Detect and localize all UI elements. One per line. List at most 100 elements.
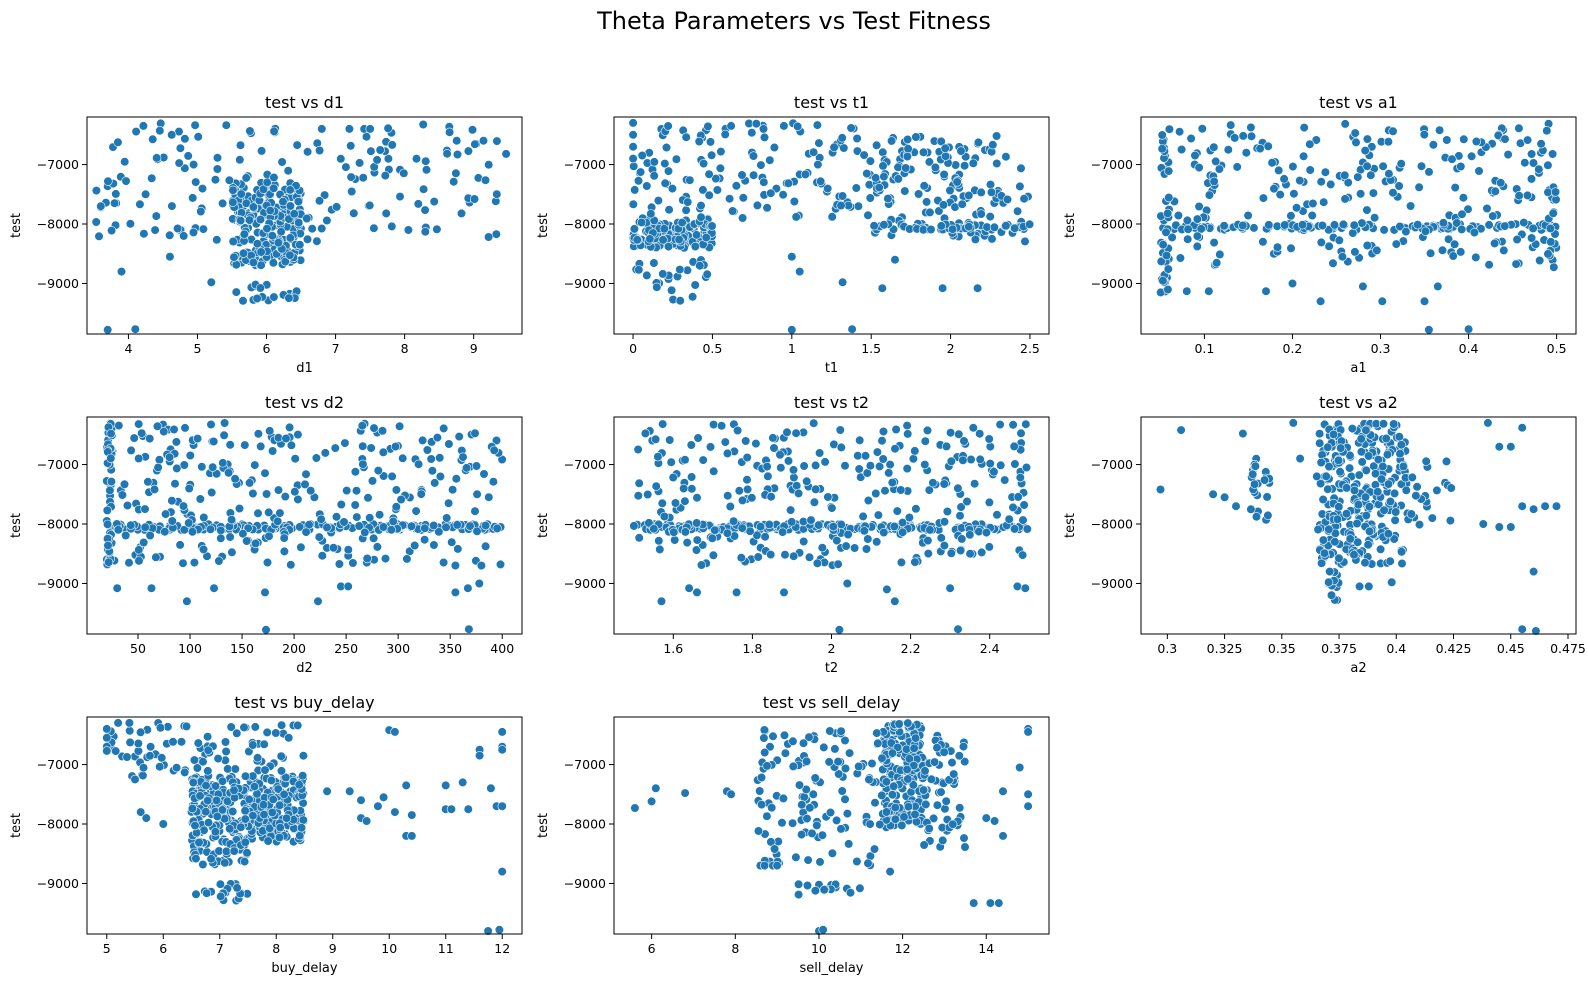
- y-tick-label: −8000: [564, 817, 606, 832]
- data-point: [842, 578, 852, 589]
- data-point: [840, 735, 850, 746]
- data-point: [1307, 210, 1317, 221]
- data-point: [827, 848, 838, 858]
- data-point: [1376, 474, 1387, 484]
- data-point: [390, 727, 400, 737]
- data-point: [873, 738, 883, 748]
- data-point: [188, 193, 198, 203]
- data-point: [709, 466, 719, 476]
- data-point: [1246, 504, 1256, 514]
- data-point: [467, 125, 478, 135]
- data-point: [881, 807, 892, 817]
- data-point: [378, 522, 389, 532]
- data-point: [411, 154, 422, 164]
- data-point: [435, 453, 445, 463]
- data-point: [119, 479, 130, 489]
- data-point: [921, 799, 931, 810]
- data-point: [269, 126, 279, 136]
- data-point: [856, 472, 866, 482]
- data-point: [1262, 492, 1272, 502]
- data-point: [1535, 255, 1545, 266]
- data-point: [1279, 174, 1289, 184]
- data-point: [220, 737, 231, 747]
- data-point: [1528, 223, 1538, 233]
- data-point: [1194, 163, 1204, 173]
- data-point: [663, 242, 674, 252]
- data-point: [160, 527, 170, 537]
- data-point: [902, 764, 912, 775]
- data-point: [692, 493, 702, 503]
- data-point: [696, 212, 706, 222]
- data-point: [640, 428, 651, 439]
- data-point: [802, 813, 812, 824]
- data-point: [722, 528, 733, 538]
- data-point: [429, 520, 439, 531]
- data-point: [909, 743, 919, 753]
- data-point: [1540, 501, 1550, 511]
- data-point: [936, 533, 946, 543]
- data-point: [221, 120, 231, 130]
- data-point: [301, 469, 311, 479]
- data-point: [307, 224, 317, 234]
- data-point: [262, 557, 273, 568]
- data-point: [1008, 420, 1018, 430]
- data-point: [903, 774, 913, 784]
- data-point: [448, 485, 458, 495]
- data-point: [1457, 224, 1467, 234]
- data-point: [1463, 324, 1474, 334]
- data-point: [1312, 471, 1322, 482]
- data-point: [420, 205, 430, 215]
- data-point: [751, 119, 761, 129]
- data-point: [715, 163, 726, 173]
- data-point: [787, 325, 797, 335]
- data-point: [1192, 214, 1202, 224]
- data-point: [1163, 264, 1173, 274]
- data-point: [814, 448, 825, 458]
- data-point: [1385, 496, 1395, 507]
- data-point: [801, 784, 811, 795]
- data-point: [317, 551, 327, 561]
- data-point: [1002, 194, 1013, 205]
- data-point: [298, 815, 308, 825]
- data-point: [924, 157, 935, 167]
- data-point: [178, 558, 188, 568]
- data-point: [1219, 221, 1229, 231]
- data-point: [768, 731, 778, 741]
- data-point: [379, 792, 389, 802]
- data-point: [1243, 210, 1253, 221]
- data-point: [928, 813, 939, 824]
- data-point: [827, 212, 837, 222]
- data-point: [311, 453, 322, 463]
- data-point: [1263, 510, 1273, 521]
- data-point: [220, 858, 230, 868]
- data-point: [787, 252, 797, 262]
- data-point: [1528, 504, 1539, 514]
- data-point: [799, 792, 809, 802]
- data-point: [795, 267, 805, 277]
- data-point: [501, 149, 511, 159]
- data-point: [1286, 211, 1296, 221]
- data-point: [362, 816, 372, 826]
- data-point: [805, 803, 815, 813]
- data-point: [244, 794, 254, 805]
- data-point: [229, 785, 239, 795]
- data-point: [220, 418, 230, 428]
- data-point: [830, 744, 840, 754]
- subplot-title: test vs d2: [265, 393, 344, 412]
- data-point: [759, 177, 769, 187]
- data-point: [658, 419, 668, 429]
- data-point: [946, 456, 956, 466]
- data-point: [1249, 223, 1259, 233]
- data-point: [772, 860, 782, 871]
- data-point: [141, 813, 151, 823]
- data-point: [1353, 500, 1364, 510]
- data-point: [659, 511, 670, 522]
- data-point: [137, 428, 147, 438]
- data-point: [1164, 193, 1174, 203]
- data-point: [1173, 210, 1183, 221]
- data-point: [171, 437, 181, 447]
- x-tick-label: 150: [230, 641, 254, 656]
- data-point: [720, 129, 730, 139]
- data-point: [1350, 247, 1360, 257]
